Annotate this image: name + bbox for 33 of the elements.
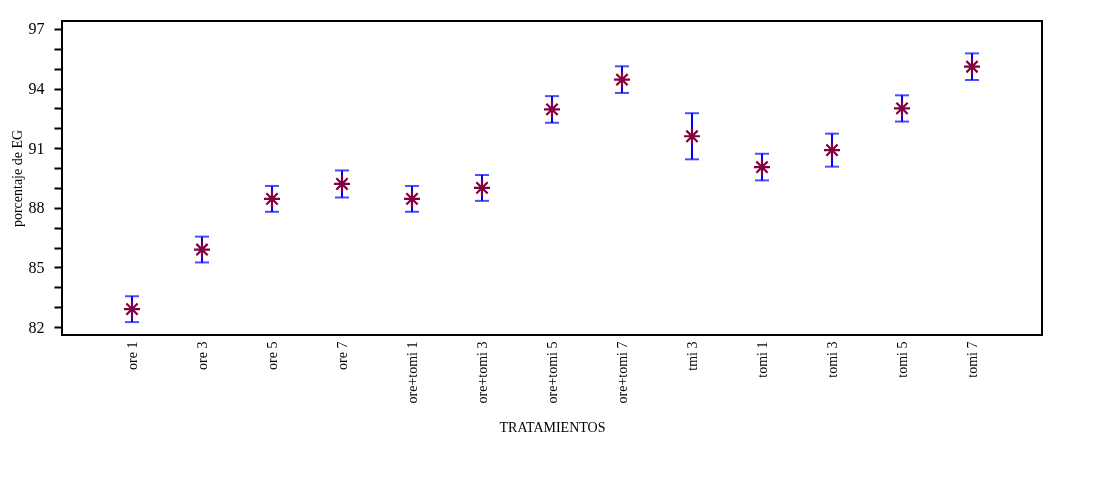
point — [822, 141, 842, 160]
point — [332, 174, 352, 194]
x-tick-label: ore 5 — [264, 341, 280, 370]
point — [542, 100, 562, 119]
x-tick-label: tomi 1 — [754, 341, 770, 378]
point — [752, 157, 772, 177]
x-tick-label: tomi 5 — [894, 341, 910, 378]
y-tick-label: 88 — [28, 199, 45, 217]
y-tick-label: 82 — [28, 318, 45, 336]
x-tick-label: ore 1 — [124, 341, 140, 370]
y-tick-label: 97 — [28, 20, 45, 38]
x-tick-label: ore+tomi 1 — [404, 341, 420, 404]
y-tick-label: 94 — [28, 80, 45, 98]
point — [192, 240, 212, 259]
x-tick-label: ore+tomi 3 — [474, 341, 490, 404]
x-axis-title: TRATAMIENTOS — [499, 420, 606, 436]
x-tick-label: tomi 3 — [824, 341, 840, 378]
x-tick-label: ore 7 — [334, 341, 350, 370]
y-tick-label: 91 — [28, 139, 45, 157]
point — [402, 189, 422, 209]
point — [122, 300, 142, 319]
point — [262, 189, 282, 209]
point — [892, 99, 912, 118]
x-tick-label: tmi 3 — [684, 341, 700, 371]
point — [612, 70, 632, 89]
x-tick-label: ore 3 — [194, 341, 210, 370]
point — [962, 57, 982, 76]
y-tick-label: 85 — [28, 258, 45, 276]
x-tick-label: tomi 7 — [964, 341, 980, 378]
point — [682, 127, 702, 146]
y-axis-title: porcentaje de EG — [9, 129, 25, 228]
x-tick-label: ore+tomi 7 — [614, 341, 630, 404]
x-tick-label: ore+tomi 5 — [544, 341, 560, 404]
